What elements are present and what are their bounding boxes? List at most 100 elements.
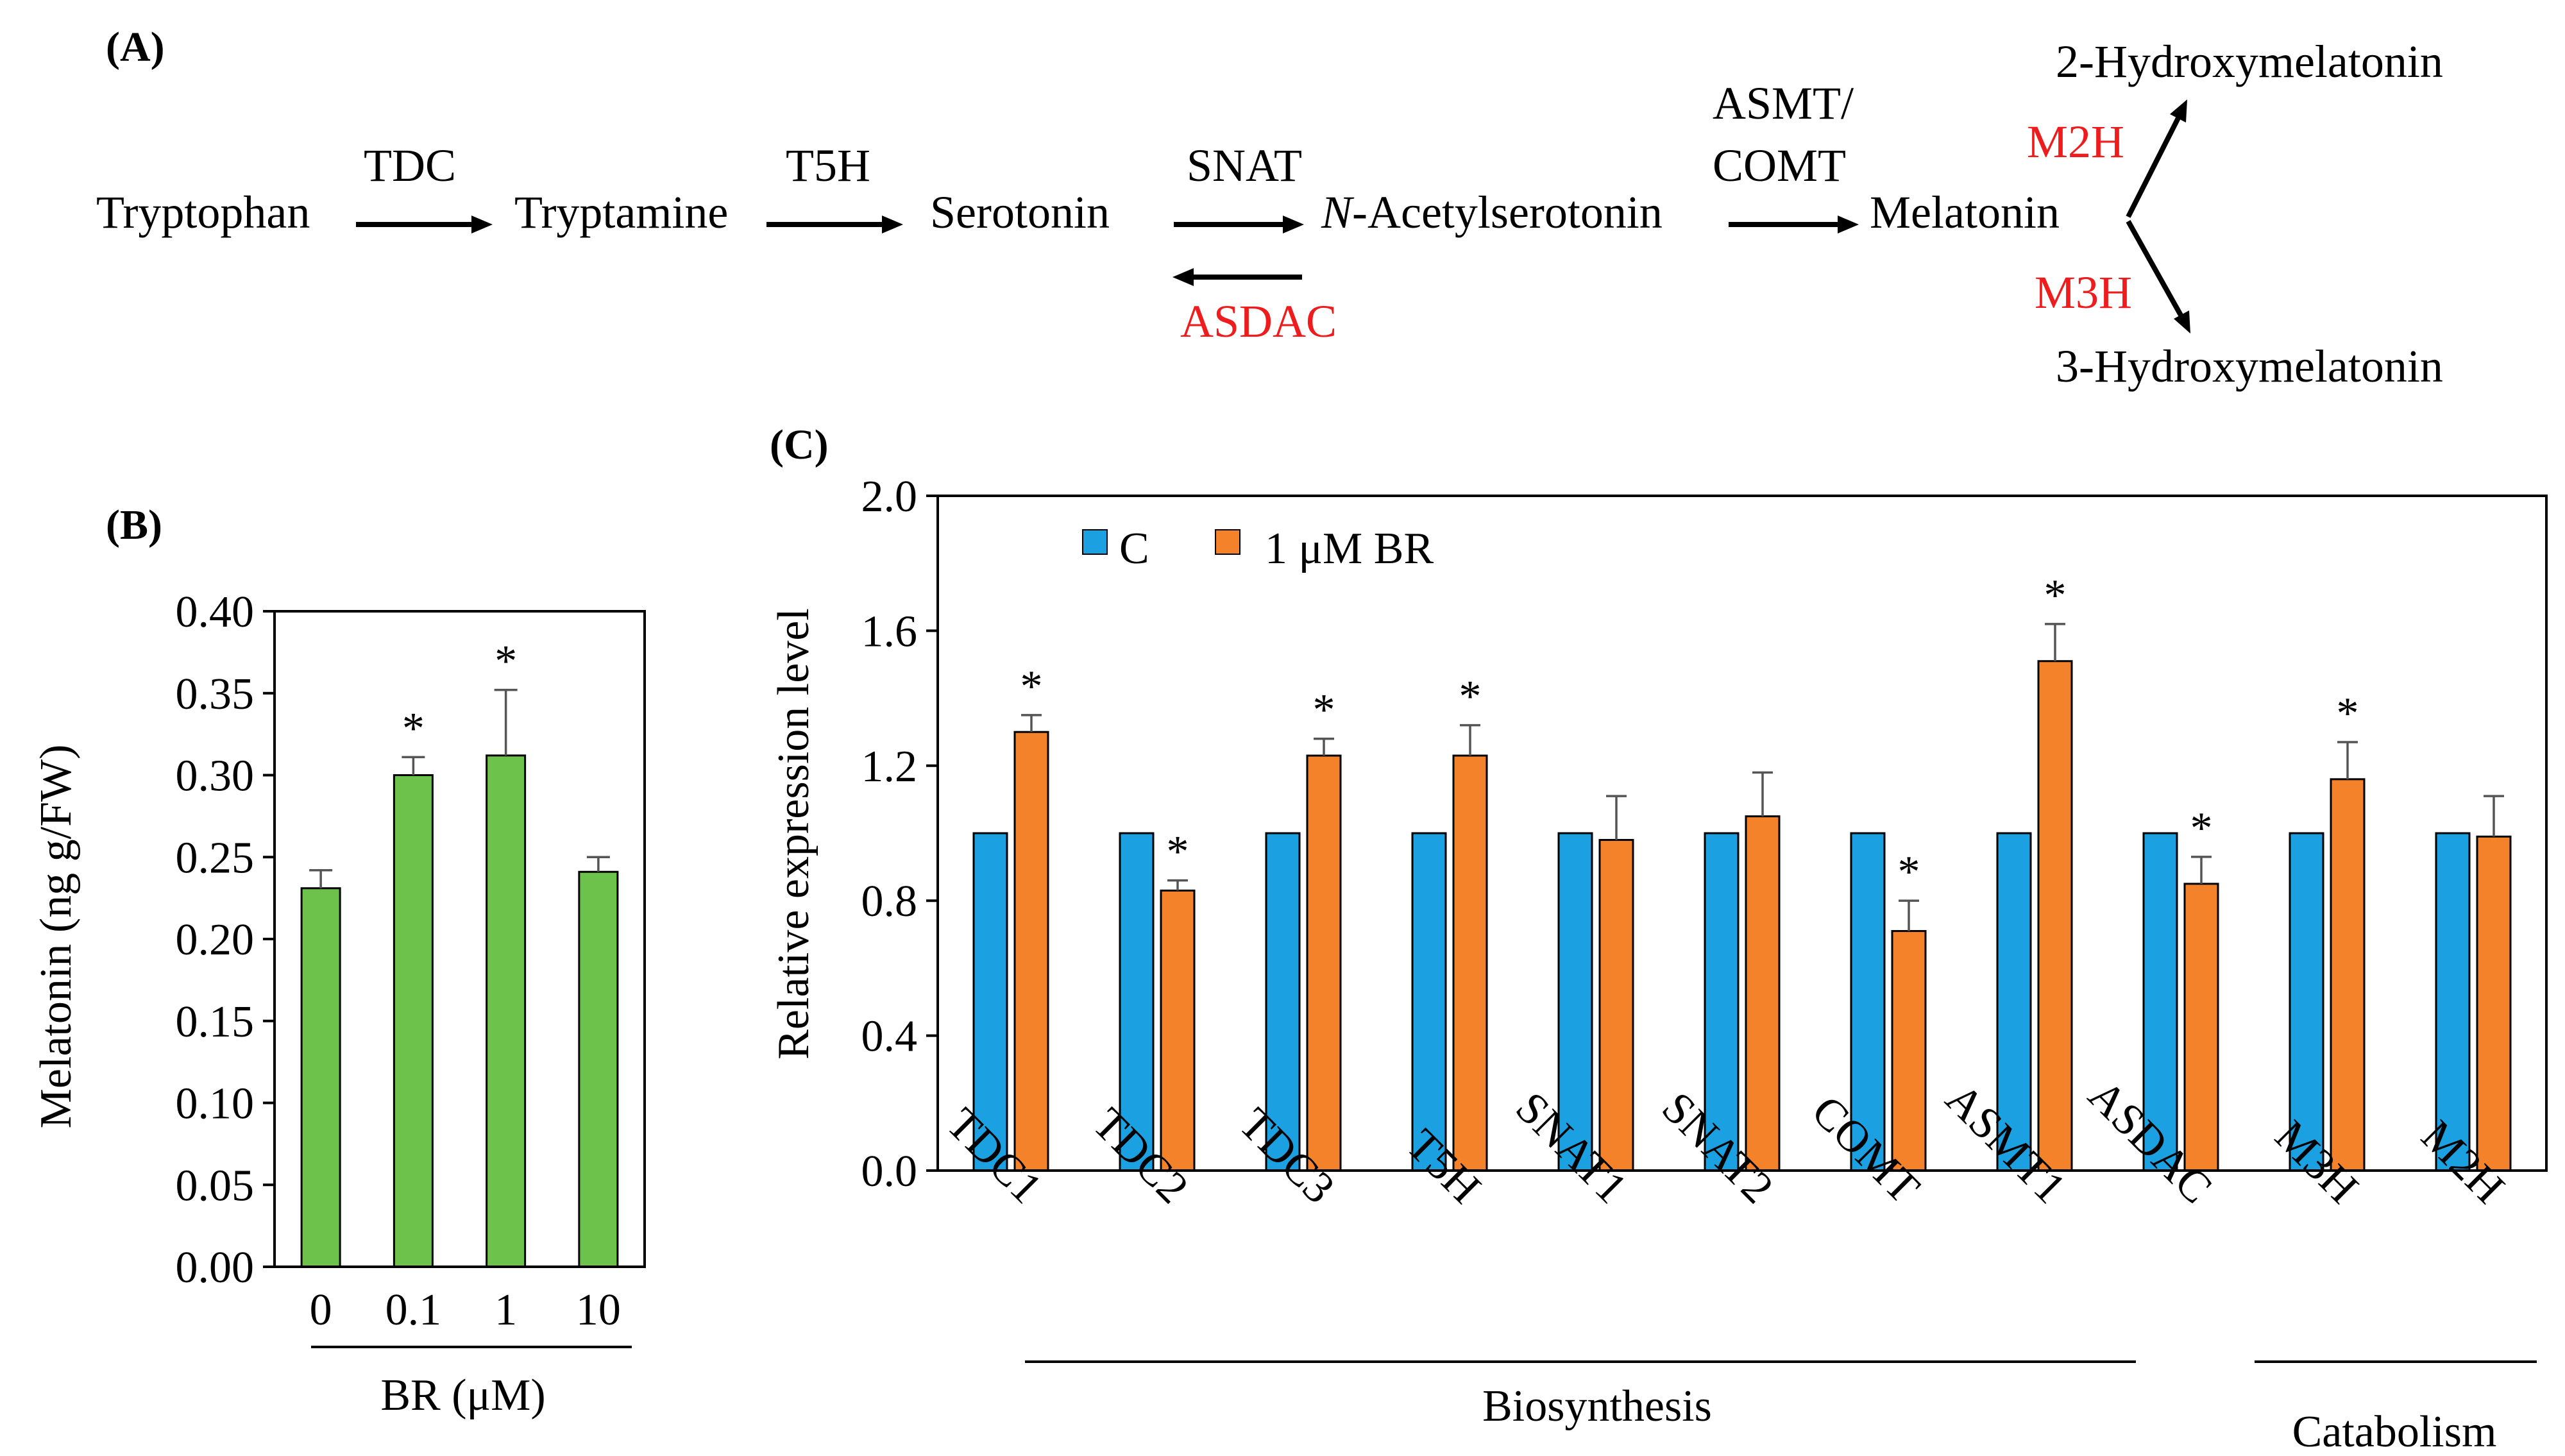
b-xtick-label: 0.1 [385,1285,442,1335]
arrowhead-m2h [2170,99,2187,123]
c-bar-br [2476,835,2512,1172]
compound-melatonin: Melatonin [1870,187,2060,238]
panel-b-plot-frame [273,610,646,1268]
n-italic: N [1321,187,1355,238]
c-significance-star: * [2190,804,2213,853]
compound-tryptophan: Tryptophan [96,187,310,238]
b-ytick-label: 0.00 [176,1243,255,1292]
arrow-m2h [2126,114,2182,218]
c-bar-br [1598,839,1634,1172]
c-bar-control [972,832,1008,1172]
arrowhead-asdac [1172,268,1194,286]
legend-label-br: 1 μM BR [1265,524,1434,573]
c-bar-br [2183,883,2219,1172]
panel-b-chart: (B) Melatonin (ng g/FW) 0.000.050.100.15… [31,502,646,1420]
legend-label-c: C [1119,524,1149,573]
c-bar-br [1891,930,1927,1172]
arrowhead-m3h [2174,310,2190,334]
compound-serotonin: Serotonin [930,187,1110,238]
b-significance-star: * [402,704,425,753]
arrowhead-snat [1283,216,1304,233]
panel-a-label: (A) [106,24,165,71]
c-ytick-label: 1.6 [861,607,918,656]
panel-b-label: (B) [106,502,162,548]
n-acetylserotonin-rest: -Acetylserotonin [1352,187,1663,238]
c-significance-star: * [1167,827,1189,877]
c-ytick-label: 0.8 [861,877,918,926]
enzyme-t5h: T5H [786,140,870,191]
arrowhead-tdc [471,216,493,233]
c-significance-star: * [2044,571,2067,620]
b-significance-star: * [495,637,517,686]
c-bar-br [1013,731,1049,1172]
enzyme-m2h: M2H [2027,116,2124,167]
c-bar-br [1745,815,1781,1172]
c-ytick-label: 2.0 [861,472,918,521]
b-ytick-label: 0.15 [176,997,255,1047]
enzyme-asdac: ASDAC [1180,296,1337,347]
b-xtick-label: 10 [576,1285,621,1335]
c-bar-control [1704,832,1740,1172]
c-ytick-label: 1.2 [861,742,918,791]
c-bar-br [2037,660,2073,1172]
compound-n-acetylserotonin: N-Acetylserotonin [1321,187,1663,238]
b-ytick-label: 0.25 [176,833,255,883]
c-significance-star: * [2337,689,2359,738]
b-ytick-label: 0.20 [176,915,255,965]
group-label-biosynthesis: Biosynthesis [1482,1382,1712,1431]
c-significance-star: * [1020,662,1043,711]
c-ytick-label: 0.4 [861,1012,918,1062]
panel-c-plot-frame [936,495,2548,1172]
legend-swatch-c [1082,529,1108,555]
group-label-catabolism: Catabolism [2292,1407,2497,1456]
panel-b-ylabel: Melatonin (ng g/FW) [31,745,81,1129]
c-ytick-label: 0.0 [861,1147,918,1196]
enzyme-m3h: M3H [2035,267,2132,318]
enzyme-snat: SNAT [1187,140,1302,191]
b-bar [300,887,341,1268]
c-bar-control [1119,832,1155,1172]
panel-b-bars: ** [300,637,619,1268]
c-bar-control [1557,832,1593,1172]
panel-c-label: (C) [770,421,829,468]
enzyme-asmt: ASMT/ [1713,78,1854,129]
b-bar [393,774,434,1268]
panel-b-y-ticks: 0.00 0.05 0.10 0.15 0.20 0.25 0.30 0.35 0.40 [176,588,275,1292]
panel-c-legend: C 1 μM BR [1082,524,1434,573]
b-ytick-label: 0.10 [176,1079,255,1129]
b-ytick-label: 0.35 [176,670,255,719]
b-xtick-label: 0 [310,1285,332,1335]
legend-swatch-br [1215,529,1240,555]
pathway-arrows [356,99,2190,334]
c-bar-br [1160,889,1196,1172]
c-bar-br [2330,778,2366,1172]
c-bar-control [2435,832,2471,1172]
panel-b-xlabel: BR (μM) [380,1371,545,1420]
arrowhead-t5h [882,216,903,233]
b-ytick-label: 0.40 [176,588,255,637]
c-bar-control [1411,832,1447,1172]
b-xtick-label: 1 [495,1285,517,1335]
arrowhead-asmt [1838,216,1859,233]
panel-b-x-ticks: 0 0.1 1 10 [310,1285,621,1335]
b-ytick-label: 0.30 [176,752,255,801]
c-significance-star: * [1313,686,1335,735]
panel-c-chart: (C) Relative expression level 0.0 0.4 0.8 1… [769,421,2548,1456]
panel-c-ylabel: Relative expression level [769,608,818,1060]
panel-c-y-ticks: 0.0 0.4 0.8 1.2 1.6 2.0 [861,472,938,1196]
b-ytick-label: 0.05 [176,1161,255,1210]
compound-2-hydroxymelatonin: 2-Hydroxymelatonin [2056,36,2443,87]
panel-c-bars: * * * * * * * * [972,571,2512,1172]
arrow-m3h [2126,220,2185,319]
c-bar-br [1306,754,1342,1172]
compound-tryptamine: Tryptamine [514,187,728,238]
b-bar [486,754,527,1268]
c-bar-br [1452,754,1488,1172]
enzyme-comt: COMT [1713,140,1846,191]
enzyme-tdc: TDC [364,140,456,191]
b-bar [578,870,619,1268]
compound-3-hydroxymelatonin: 3-Hydroxymelatonin [2056,341,2443,392]
panel-a-pathway: (A) Tryptophan Tryptamine Serotonin N-Ac… [96,24,2443,392]
c-significance-star: * [1898,847,1920,897]
